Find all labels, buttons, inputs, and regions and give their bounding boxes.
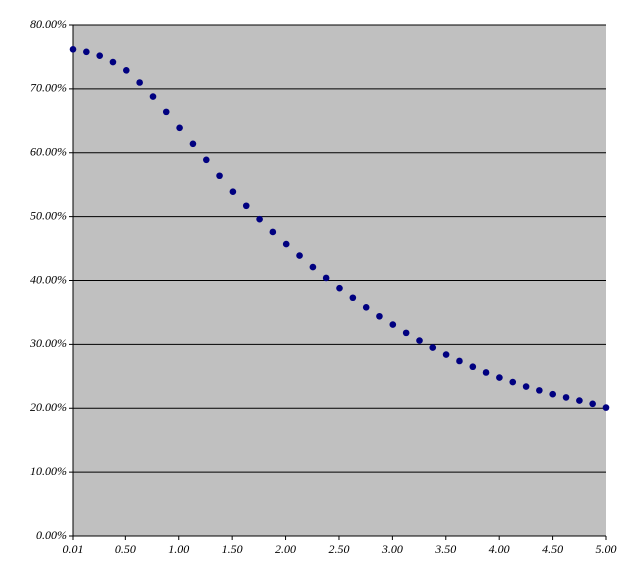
point [482,369,490,376]
point [589,400,596,408]
y-tick-label: 20.00% [30,400,67,414]
point [389,321,397,328]
point [469,363,477,371]
point [602,404,610,411]
point [96,52,104,59]
y-tick-label: 60.00% [30,145,67,159]
point [69,45,77,53]
point [429,344,437,351]
point [549,390,556,398]
x-tick-label: 3.50 [434,542,456,556]
point [536,387,543,394]
point [402,329,410,337]
y-tick-label: 40.00% [30,272,67,286]
x-tick-label: 4.50 [542,542,563,556]
point [162,108,170,116]
point [229,188,237,196]
y-tick-label: 10.00% [30,464,67,478]
point [362,304,370,311]
point [216,172,223,180]
point [242,202,250,210]
x-tick-label: 1.00 [168,542,189,556]
point [269,228,277,236]
point [576,397,583,404]
point [456,357,463,365]
point [189,140,197,148]
point [416,337,423,344]
y-tick-label: 80.00% [30,17,67,31]
point [109,58,117,66]
point [509,378,517,386]
point [336,284,343,292]
x-tick-label: 2.50 [328,542,349,556]
x-tick-label: 1.50 [222,542,243,556]
y-tick-label: 30.00% [29,336,67,350]
point [496,374,503,381]
x-tick-label: 3.00 [381,542,403,556]
point [136,79,143,86]
point [83,48,90,56]
point [349,294,357,302]
point [256,215,263,223]
point [522,383,530,390]
point [442,351,450,358]
y-tick-label: 50.00% [30,208,67,222]
point [203,156,210,164]
point [296,252,303,259]
x-tick-label: 0.50 [115,542,136,556]
x-tick-label: 5.00 [596,542,617,556]
y-tick-label: 0.00% [36,528,67,542]
point [376,312,383,320]
x-tick-label: 2.00 [275,542,296,556]
point [562,394,570,401]
point [309,263,317,271]
point [282,240,290,248]
x-tick-label: 0.01 [63,542,84,556]
point [322,274,330,282]
x-tick-label: 4.00 [489,542,510,556]
point [176,124,183,132]
point [123,67,130,74]
point [149,93,157,100]
y-tick-label: 70.00% [30,81,67,95]
